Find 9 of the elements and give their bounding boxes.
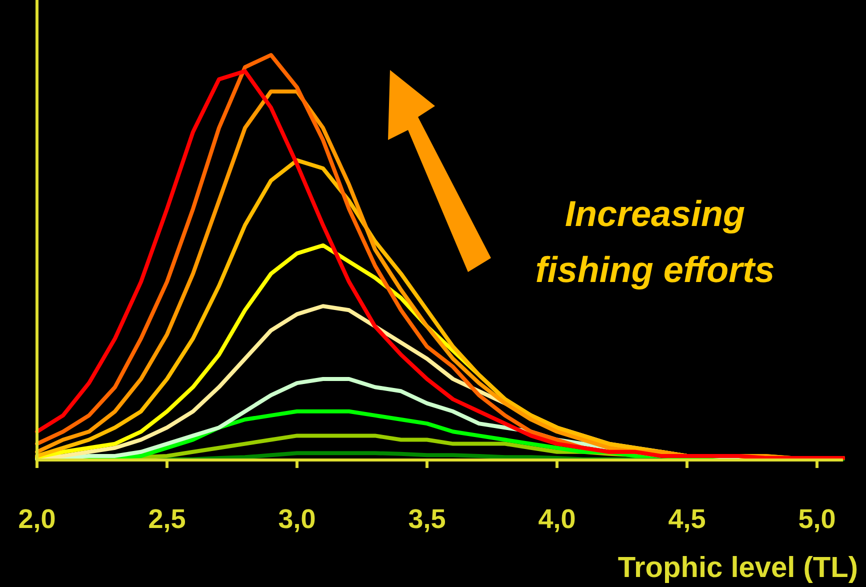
x-tick-label: 5,0: [798, 504, 836, 534]
x-tick-label: 3,5: [408, 504, 446, 534]
x-axis-title: Trophic level (TL): [618, 552, 858, 584]
x-tick-label: 2,5: [148, 504, 186, 534]
annotation: Increasing fishing efforts: [535, 193, 775, 290]
x-tick-label: 3,0: [278, 504, 316, 534]
x-tick-label: 4,0: [538, 504, 576, 534]
x-tick-label: 4,5: [668, 504, 706, 534]
x-tick-label: 2,0: [18, 504, 56, 534]
